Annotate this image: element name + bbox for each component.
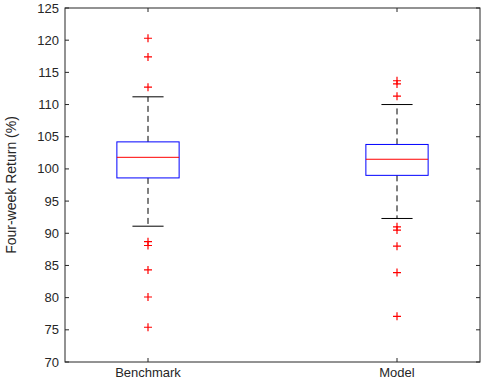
y-tick xyxy=(476,265,480,266)
outlier xyxy=(393,269,401,277)
y-tick-label: 70 xyxy=(45,355,59,370)
chart: 70 75 80 85 90 95 100 105 110 115 120 125 Four-week … xyxy=(0,0,500,382)
y-tick-label: 85 xyxy=(45,258,59,273)
outlier xyxy=(393,226,401,234)
y-tick xyxy=(65,168,69,169)
y-tick xyxy=(476,329,480,330)
y-tick-label: 100 xyxy=(37,161,59,176)
x-tick xyxy=(397,358,398,362)
y-tick xyxy=(476,136,480,137)
upper-whisker xyxy=(397,105,398,145)
outlier xyxy=(144,34,152,42)
x-tick xyxy=(148,358,149,362)
box xyxy=(117,142,179,178)
y-tick xyxy=(65,104,69,105)
lower-whisker xyxy=(397,175,398,218)
y-tick-label: 80 xyxy=(45,290,59,305)
outlier xyxy=(144,53,152,61)
y-tick xyxy=(476,168,480,169)
y-tick xyxy=(476,8,480,9)
x-tick-label: Model xyxy=(379,365,415,380)
y-tick xyxy=(476,201,480,202)
y-tick xyxy=(65,40,69,41)
y-tick xyxy=(476,233,480,234)
y-tick xyxy=(65,329,69,330)
outlier xyxy=(144,242,152,250)
y-tick xyxy=(65,8,69,9)
y-tick-label: 75 xyxy=(45,322,59,337)
boxes xyxy=(117,34,428,331)
y-tick xyxy=(65,362,69,363)
x-tick xyxy=(397,8,398,12)
outlier xyxy=(144,266,152,274)
outlier xyxy=(393,242,401,250)
outlier xyxy=(144,293,152,301)
outlier xyxy=(393,80,401,88)
upper-cap xyxy=(381,104,412,105)
outlier xyxy=(393,312,401,320)
y-tick xyxy=(65,136,69,137)
y-tick-label: 120 xyxy=(37,33,59,48)
chart-container: 70 75 80 85 90 95 100 105 110 115 120 125 Four-week … xyxy=(0,0,500,382)
x-tick-label: Benchmark xyxy=(115,365,181,380)
y-tick xyxy=(65,265,69,266)
y-tick-label: 95 xyxy=(45,194,59,209)
y-tick xyxy=(65,72,69,73)
box xyxy=(366,144,428,175)
y-tick xyxy=(65,233,69,234)
y-tick-label: 115 xyxy=(38,65,59,80)
lower-whisker xyxy=(148,178,149,226)
y-tick xyxy=(65,297,69,298)
lower-cap xyxy=(381,218,412,219)
y-tick xyxy=(476,104,480,105)
y-tick-label: 110 xyxy=(38,97,59,112)
upper-cap xyxy=(132,96,163,97)
x-tick xyxy=(148,8,149,12)
y-axis-label: Four-week Return (%) xyxy=(3,116,19,254)
plot-frame xyxy=(65,8,480,362)
outlier xyxy=(393,92,401,100)
y-tick xyxy=(476,362,480,363)
y-tick xyxy=(65,201,69,202)
y-tick-label: 125 xyxy=(37,1,59,16)
y-tick xyxy=(476,297,480,298)
y-tick-label: 105 xyxy=(37,129,59,144)
outlier xyxy=(144,323,152,331)
lower-cap xyxy=(132,226,163,227)
outlier xyxy=(144,83,152,91)
y-tick xyxy=(476,72,480,73)
upper-whisker xyxy=(148,97,149,142)
median xyxy=(117,157,179,158)
median xyxy=(366,159,428,160)
y-tick xyxy=(476,40,480,41)
y-tick-label: 90 xyxy=(45,226,59,241)
